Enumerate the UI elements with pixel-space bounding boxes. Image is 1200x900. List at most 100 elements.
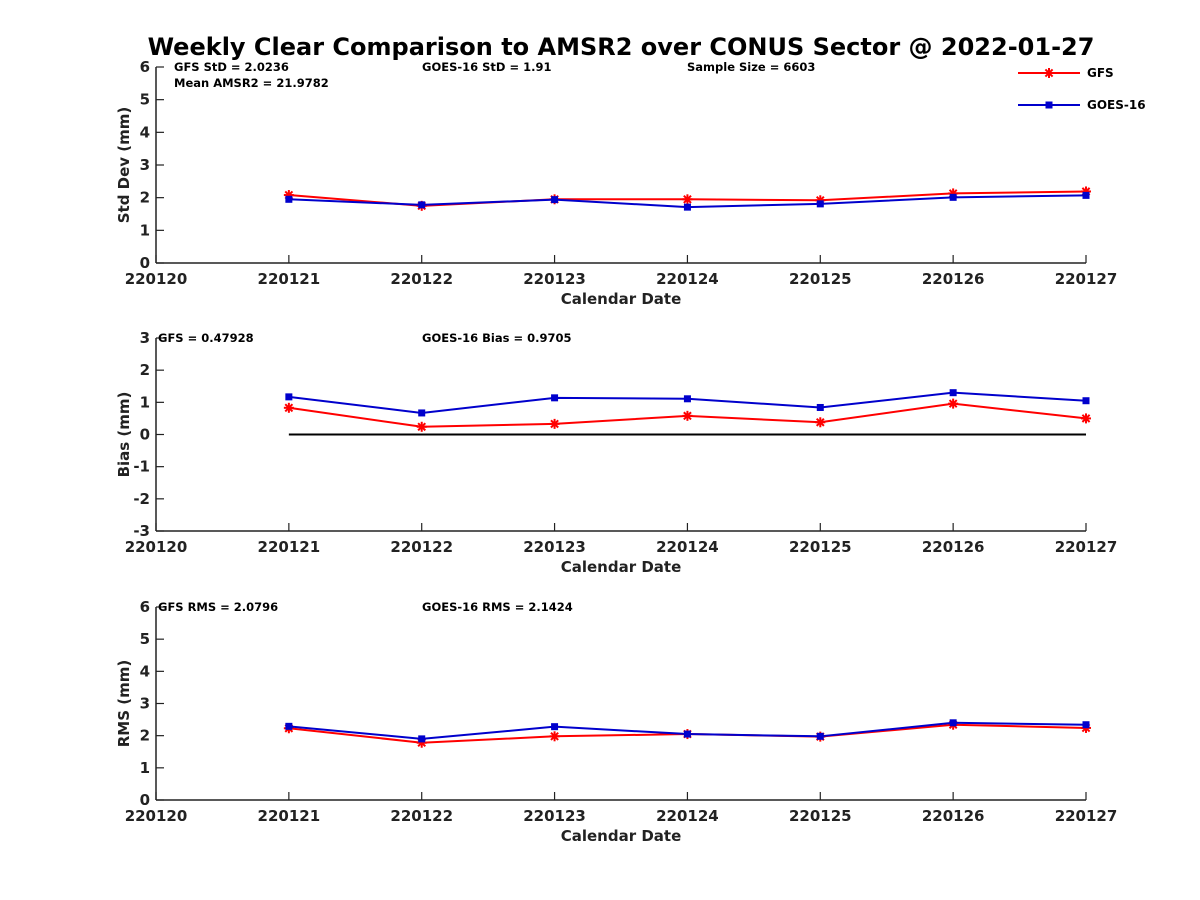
data-point-goes16 — [1082, 191, 1090, 199]
data-point-gfs — [948, 398, 959, 409]
series-goes16 — [285, 191, 1090, 211]
y-tick-label: 6 — [140, 58, 150, 76]
x-tick-label: 220124 — [656, 270, 719, 288]
x-tick-label: 220126 — [922, 807, 985, 825]
asterisk-stroke — [284, 403, 294, 413]
data-point-goes16 — [418, 201, 426, 209]
annotation-text: Sample Size = 6603 — [687, 60, 815, 74]
chart-panel-1: 0 1 2 3 4 5 6 220120 220121 220122 220123 220124 220… — [115, 58, 1117, 308]
legend-marker — [1044, 68, 1054, 78]
x-tick-label: 220123 — [523, 270, 586, 288]
x-tick-label: 220127 — [1055, 270, 1118, 288]
y-tick-label: 1 — [140, 759, 150, 777]
x-tick-label: 220127 — [1055, 538, 1118, 556]
legend: GFS GOES-16 — [1018, 66, 1146, 112]
x-tick-label: 220120 — [125, 270, 188, 288]
data-point-goes16 — [418, 409, 426, 417]
y-tick-label: 2 — [140, 189, 150, 207]
y-tick-label: 0 — [140, 426, 150, 444]
data-point-goes16 — [551, 394, 559, 402]
y-tick-label: 4 — [140, 123, 150, 141]
x-tick-label: 220125 — [789, 270, 852, 288]
legend-label: GFS — [1087, 66, 1114, 80]
data-point-goes16 — [551, 723, 559, 731]
y-tick-label: -1 — [133, 458, 150, 476]
legend-item-goes16: GOES-16 — [1018, 98, 1146, 112]
y-tick-label: 1 — [140, 393, 150, 411]
series-gfs — [283, 398, 1091, 432]
annotation-text: GFS StD = 2.0236 — [174, 60, 289, 74]
y-tick-label: 3 — [140, 329, 150, 347]
x-tick-label: 220125 — [789, 807, 852, 825]
y-tick-label: -2 — [133, 490, 150, 508]
data-point-goes16 — [816, 403, 824, 411]
panels: 0 1 2 3 4 5 6 220120 220121 220122 220123 220124 220… — [115, 58, 1117, 845]
data-point-goes16 — [949, 193, 957, 201]
data-point-goes16 — [1082, 397, 1090, 405]
legend-item-gfs: GFS — [1018, 66, 1114, 80]
asterisk-stroke — [948, 399, 958, 408]
series-goes16 — [285, 719, 1090, 743]
x-tick-label: 220120 — [125, 538, 188, 556]
chart-panel-2: -3 -2 -1 0 1 2 3 220120 220121 220122 220123 220124… — [115, 329, 1117, 576]
data-point-goes16 — [683, 395, 691, 403]
asterisk-stroke — [417, 422, 427, 432]
data-point-goes16 — [949, 719, 957, 727]
y-tick-label: 6 — [140, 598, 150, 616]
x-tick-label: 220127 — [1055, 807, 1118, 825]
data-point-gfs — [682, 410, 693, 421]
data-point-gfs — [1081, 413, 1091, 424]
data-point-goes16 — [285, 722, 293, 730]
y-axis-label: Std Dev (mm) — [115, 107, 133, 224]
x-axis-label: Calendar Date — [561, 827, 682, 845]
y-axis-label: RMS (mm) — [115, 660, 133, 747]
asterisk-stroke — [550, 732, 559, 741]
annotation-text: GFS RMS = 2.0796 — [158, 600, 278, 614]
data-point-gfs — [815, 417, 826, 428]
y-tick-label: 5 — [140, 91, 150, 109]
data-point-goes16 — [683, 203, 691, 211]
annotation-text: GFS = 0.47928 — [158, 331, 254, 345]
legend-marker — [1045, 101, 1053, 109]
y-tick-label: 5 — [140, 630, 150, 648]
annotation-text: Mean AMSR2 = 21.9782 — [174, 76, 329, 90]
y-tick-label: 2 — [140, 361, 150, 379]
data-point-goes16 — [949, 389, 957, 397]
annotation-text: GOES-16 RMS = 2.1424 — [422, 600, 573, 614]
x-tick-label: 220121 — [258, 270, 321, 288]
x-tick-label: 220124 — [656, 807, 719, 825]
data-point-gfs — [416, 421, 427, 432]
data-point-goes16 — [285, 393, 293, 401]
x-tick-label: 220123 — [523, 807, 586, 825]
x-tick-label: 220126 — [922, 538, 985, 556]
y-tick-label: 0 — [140, 254, 150, 272]
x-tick-label: 220121 — [258, 538, 321, 556]
x-tick-label: 220120 — [125, 807, 188, 825]
y-tick-label: -3 — [133, 522, 150, 540]
figure-title: Weekly Clear Comparison to AMSR2 over CO… — [148, 33, 1095, 61]
data-point-goes16 — [816, 200, 824, 208]
y-tick-label: 3 — [140, 156, 150, 174]
x-tick-label: 220122 — [390, 270, 453, 288]
legend-label: GOES-16 — [1087, 98, 1146, 112]
data-point-gfs — [682, 194, 693, 205]
asterisk-stroke — [1044, 68, 1054, 78]
chart-panel-3: 0 1 2 3 4 5 6 220120 220121 220122 220123 220124 220… — [115, 598, 1117, 845]
data-point-goes16 — [816, 732, 824, 740]
asterisk-stroke — [683, 194, 692, 204]
data-point-gfs — [549, 731, 560, 742]
x-tick-label: 220124 — [656, 538, 719, 556]
data-point-goes16 — [285, 195, 293, 203]
x-tick-label: 220125 — [789, 538, 852, 556]
y-tick-label: 1 — [140, 221, 150, 239]
data-point-gfs — [549, 418, 560, 429]
asterisk-stroke — [683, 411, 692, 421]
x-axis-label: Calendar Date — [561, 558, 682, 576]
data-point-gfs — [283, 402, 294, 413]
data-point-goes16 — [1082, 721, 1090, 729]
y-tick-label: 0 — [140, 791, 150, 809]
data-point-goes16 — [683, 730, 691, 738]
data-point-goes16 — [551, 196, 559, 204]
